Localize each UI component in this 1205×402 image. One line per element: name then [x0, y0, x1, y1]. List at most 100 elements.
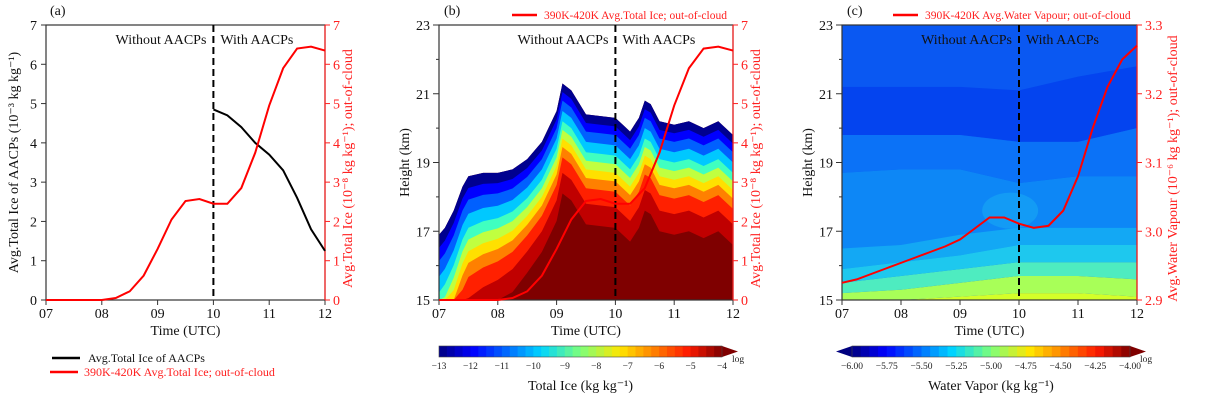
ice-contour-level [439, 193, 733, 300]
colorbar-tick-label: −13 [432, 362, 447, 372]
right-y-tick-label: 1 [333, 255, 340, 270]
colorbar-segment [674, 346, 684, 357]
panel-label: (a) [50, 4, 66, 19]
colorbar-segment [690, 346, 699, 357]
y-tick-label: 3 [30, 176, 37, 191]
colorbar-segment [509, 346, 519, 357]
x-axis-title: Time (UTC) [551, 324, 621, 339]
colorbar-segment [525, 346, 534, 357]
x-tick-label: 10 [1012, 307, 1026, 322]
colorbar-segment [878, 346, 888, 357]
panel-label: (b) [444, 4, 461, 19]
y-tick-label: 7 [30, 19, 37, 34]
annotation-with-aacps: With AACPs [622, 33, 695, 48]
colorbar-segment [714, 346, 723, 357]
colorbar-segment [549, 346, 558, 357]
colorbar-segment [478, 346, 487, 357]
colorbar-segment [982, 346, 992, 357]
colorbar-segment [1077, 346, 1088, 357]
colorbar-segment [446, 346, 456, 357]
right-y-tick-label: 0 [741, 294, 748, 309]
y-tick-label: 21 [819, 88, 833, 103]
right-y-tick-label: 6 [333, 58, 340, 73]
x-tick-label: 11 [1071, 307, 1084, 322]
colorbar-tick-label: −5.25 [945, 362, 967, 372]
x-tick-label: 12 [318, 307, 332, 322]
x-tick-label: 12 [1130, 307, 1144, 322]
colorbar-segment [596, 346, 605, 357]
annotation-with-aacps: With AACPs [220, 33, 293, 48]
x-tick-label: 10 [206, 307, 220, 322]
colorbar-segment [1121, 346, 1131, 357]
right-y-tick-label: 5 [741, 98, 748, 113]
right-y-tick-label: 7 [741, 19, 748, 34]
colorbar-tick-label: −10 [526, 362, 541, 372]
right-y-tick-label: 2 [333, 215, 340, 230]
colorbar-tick-label: −6 [654, 362, 664, 372]
x-tick-label: 08 [894, 307, 908, 322]
colorbar-frame [438, 345, 723, 358]
colorbar-segment [533, 346, 542, 357]
right-y-axis-title: Avg.Total Ice (10⁻⁸ kg kg⁻¹); out-of-clo… [749, 49, 764, 288]
y-tick-label: 1 [30, 255, 37, 270]
colorbar-segment [860, 346, 870, 357]
colorbar-tick-label: −9 [560, 362, 570, 372]
colorbar-segment [659, 346, 668, 357]
y-tick-label: 23 [416, 19, 430, 34]
y-axis-title: Height (km) [801, 128, 816, 197]
colorbar-segment [604, 346, 613, 357]
y-axis-title: Avg.Total Ice of AACPs (10⁻³ kg kg⁻¹) [7, 51, 22, 273]
colorbar-max-arrow [722, 346, 738, 357]
vapor-contour-bulge [982, 192, 1039, 229]
colorbar-tick-label: −4.50 [1050, 362, 1072, 372]
colorbar-segment [921, 346, 931, 357]
vapor-contour-level [842, 245, 1137, 283]
colorbar-segment [454, 346, 464, 357]
legend-label: 390K-420K Avg.Water Vapour; out-of-cloud [925, 10, 1131, 22]
colorbar-segment [1008, 346, 1018, 357]
colorbar-tick-label: −4 [717, 362, 727, 372]
y-tick-label: 19 [416, 157, 430, 172]
colorbar-segment [643, 346, 652, 357]
vapor-contour-level [842, 66, 1137, 142]
colorbar-segment [501, 346, 511, 357]
ice-contour-field [439, 83, 733, 300]
colorbar-segment [666, 346, 676, 357]
x-axis-title: Time (UTC) [151, 324, 221, 339]
colorbar-segment [1060, 346, 1070, 357]
x-tick-label: 09 [550, 307, 564, 322]
x-tick-label: 11 [667, 307, 680, 322]
x-tick-label: 07 [432, 307, 446, 322]
colorbar-segment [930, 346, 940, 357]
annotation-without-aacps: Without AACPs [116, 33, 207, 48]
y-tick-label: 15 [819, 294, 833, 309]
colorbar-tick-label: −5.00 [980, 362, 1002, 372]
colorbar-tick-label: −4.75 [1015, 362, 1037, 372]
vapor-contour-field [842, 25, 1137, 300]
colorbar-segment [912, 346, 922, 357]
colorbar-tick-label: −6.00 [841, 362, 863, 372]
colorbar-segment [580, 346, 589, 357]
y-tick-label: 21 [416, 88, 430, 103]
right-y-tick-label: 3.3 [1145, 19, 1163, 34]
right-y-tick-label: 5 [333, 98, 340, 113]
right-y-tick-label: 3.2 [1145, 88, 1163, 103]
colorbar-segment [1103, 346, 1114, 357]
colorbar: −13 −12 −11 −10 −9 −8 −7 −6 −5 −4 log Total Ice (kg… [432, 345, 744, 394]
colorbar-segment [947, 346, 957, 357]
legend-label-out-of-cloud: 390K-420K Avg.Total Ice; out-of-cloud [84, 365, 275, 379]
colorbar-segment [1095, 346, 1105, 357]
x-tick-label: 09 [953, 307, 967, 322]
right-y-tick-label: 7 [333, 19, 340, 34]
colorbar-segment [627, 346, 637, 357]
x-tick-label: 08 [95, 307, 109, 322]
colorbar-segment [991, 346, 1001, 357]
colorbar-segment [439, 346, 448, 357]
colorbar-segment [682, 346, 692, 357]
annotation-with-aacps: With AACPs [1026, 33, 1099, 48]
x-tick-label: 07 [835, 307, 849, 322]
colorbar-segment [904, 346, 914, 357]
colorbar-segment [619, 346, 629, 357]
